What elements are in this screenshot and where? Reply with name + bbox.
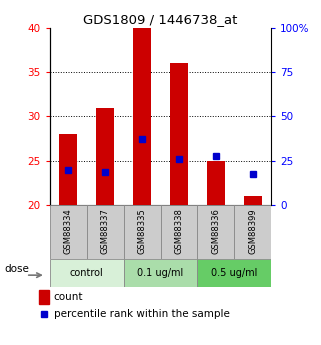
Bar (207, 161, 225, 205)
Text: count: count (54, 293, 83, 302)
Bar (87, 205, 124, 259)
Bar (197, 205, 234, 259)
Bar (50, 205, 87, 259)
Bar (124, 205, 160, 259)
Bar (133, 28, 151, 205)
Bar (39, 290, 48, 304)
Text: GSM88337: GSM88337 (100, 208, 110, 254)
Text: GSM88338: GSM88338 (174, 208, 184, 254)
Text: GSM88335: GSM88335 (137, 208, 147, 254)
Bar (50, 259, 124, 287)
Text: GSM88336: GSM88336 (211, 208, 221, 254)
Title: GDS1809 / 1446738_at: GDS1809 / 1446738_at (83, 13, 238, 27)
Bar (244, 196, 262, 205)
Text: 0.1 ug/ml: 0.1 ug/ml (137, 268, 184, 278)
Bar (234, 205, 271, 259)
Text: GSM88334: GSM88334 (64, 208, 73, 254)
Bar (124, 259, 197, 287)
Text: dose: dose (4, 264, 29, 274)
Text: GSM88399: GSM88399 (248, 208, 257, 254)
Bar (197, 259, 271, 287)
Bar (160, 205, 197, 259)
Text: 0.5 ug/ml: 0.5 ug/ml (211, 268, 257, 278)
Bar (170, 63, 188, 205)
Bar (96, 108, 114, 205)
Text: control: control (70, 268, 104, 278)
Text: percentile rank within the sample: percentile rank within the sample (54, 309, 230, 319)
Bar (59, 134, 77, 205)
